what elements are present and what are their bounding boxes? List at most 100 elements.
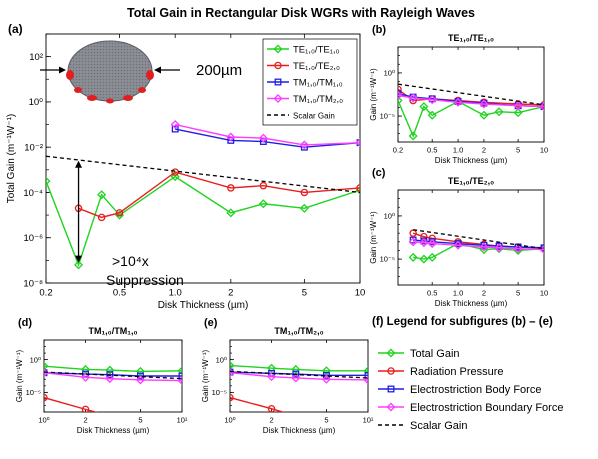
x-tick-label: 2 <box>83 416 87 425</box>
y-tick-label: 10⁻⁵ <box>380 112 395 121</box>
data-point <box>177 376 182 386</box>
data-point <box>408 252 418 262</box>
data-point <box>107 413 113 419</box>
y-axis-label: Gain (m⁻¹W⁻¹) <box>369 211 378 264</box>
data-point <box>479 110 489 120</box>
x-tick-label: 10¹ <box>177 416 188 425</box>
x-tick-label: 5 <box>516 289 520 298</box>
data-point <box>170 172 180 182</box>
data-point <box>364 371 368 379</box>
x-tick-label: 10 <box>540 146 548 155</box>
panel-label: (e) <box>204 317 218 329</box>
legend-f: (f) Legend for subfigures (b) – (e) Tota… <box>372 316 563 432</box>
data-point <box>259 181 268 190</box>
data-point <box>178 372 182 380</box>
data-point <box>230 361 235 371</box>
data-point <box>514 243 522 251</box>
chart-title: TM₁,₀/TM₂,₀ <box>274 326 323 336</box>
series-line <box>44 396 98 412</box>
data-point <box>105 365 115 375</box>
x-tick-label: 0.5 <box>427 146 437 155</box>
x-tick-label: 10¹ <box>363 416 374 425</box>
panel-label: (c) <box>372 167 386 179</box>
y-tick-label: 10⁰ <box>30 355 41 364</box>
legend-a: TE₁,₀/TE₁,₀ TE₁,₀/TE₂,₀ TM₁,₀/TM₁,₀ TM₁,₀/T… <box>262 38 358 126</box>
data-point <box>419 238 429 248</box>
x-tick-label: 1.0 <box>453 146 463 155</box>
x-tick-label: 10⁰ <box>38 416 49 425</box>
y-tick-label: 10⁻⁵ <box>212 388 227 397</box>
data-point <box>97 213 106 222</box>
data-point <box>135 366 145 376</box>
series-group <box>230 361 368 412</box>
data-point <box>227 184 235 192</box>
data-point <box>81 372 91 382</box>
data-point <box>291 364 301 374</box>
arrow-right-head-icon <box>154 66 161 74</box>
x-tick-label: 0.5 <box>427 289 437 298</box>
data-point <box>453 240 463 250</box>
x-tick-label: 2 <box>482 289 486 298</box>
data-point <box>258 133 268 143</box>
data-point <box>453 97 463 107</box>
x-tick-label: 5 <box>138 416 142 425</box>
data-point <box>495 242 503 250</box>
y-tick-label: 10⁻⁴ <box>23 188 43 199</box>
panel-label: (b) <box>372 24 386 36</box>
chart-a: 0.2 0.5 1.0 2 5 10 10⁻⁸ 10⁻⁶ 10⁻⁴ 10⁻² 10⁰ 10² Disk … <box>6 22 365 311</box>
legend-f-marker <box>387 385 395 393</box>
x-tick-label: 10 <box>355 288 366 299</box>
data-point <box>408 237 418 247</box>
x-tick-label: 10 <box>540 289 548 298</box>
data-point <box>44 368 49 378</box>
data-point <box>299 203 309 213</box>
x-tick-label: 1.0 <box>169 288 182 299</box>
data-point <box>398 85 402 94</box>
data-point <box>454 240 462 247</box>
legend-f-title: (f) Legend for subfigures (b) – (e) <box>372 316 553 328</box>
x-tick-label: 5 <box>302 288 307 299</box>
series-line <box>398 83 544 106</box>
data-point <box>74 260 84 270</box>
data-point <box>419 102 429 112</box>
data-point <box>539 102 544 112</box>
panel-a-annotations: 200µm >10⁴x Suppression <box>40 40 242 288</box>
data-point <box>44 361 49 371</box>
x-axis-label: Disk Thickness (µm) <box>263 426 336 435</box>
data-point <box>226 208 236 218</box>
y-tick-label: 10⁻² <box>24 143 43 154</box>
legend-f-marker <box>386 348 396 358</box>
x-tick-label: 10⁰ <box>224 416 235 425</box>
data-point <box>356 184 360 192</box>
data-point <box>513 101 523 111</box>
data-point <box>427 239 437 249</box>
arrow-left-head-icon <box>59 66 66 74</box>
legend-a-label: TE₁,₀/TE₁,₀ <box>293 45 340 56</box>
series-line <box>398 94 544 108</box>
data-point <box>300 188 309 197</box>
y-tick-label: 10² <box>29 52 43 63</box>
data-point <box>321 374 331 384</box>
data-point <box>428 238 436 246</box>
data-point <box>171 125 179 133</box>
data-point <box>258 199 268 209</box>
legend-a-marker <box>274 78 282 86</box>
data-point <box>135 375 145 385</box>
legend-f-label: Electrostriction Boundary Force <box>410 402 563 414</box>
x-axis-label: Disk Thickness (µm) <box>435 156 508 165</box>
series-line <box>230 370 368 379</box>
y-axis-label: Gain (m⁻¹W⁻¹) <box>15 349 24 402</box>
x-tick-label: 2 <box>482 146 486 155</box>
data-point <box>97 190 107 200</box>
series-line <box>44 372 182 382</box>
disk-image <box>66 40 154 104</box>
legend-a-marker <box>274 61 282 70</box>
y-tick-label: 10⁻⁶ <box>24 233 44 244</box>
data-point <box>267 372 277 382</box>
series-line <box>230 372 368 381</box>
chart-title: TE₁,₀/TE₁,₀ <box>448 33 494 43</box>
legend-f-marker <box>386 402 396 412</box>
data-point <box>398 90 403 100</box>
legend-a-label: Scalar Gain <box>293 112 335 121</box>
data-point <box>409 236 417 244</box>
